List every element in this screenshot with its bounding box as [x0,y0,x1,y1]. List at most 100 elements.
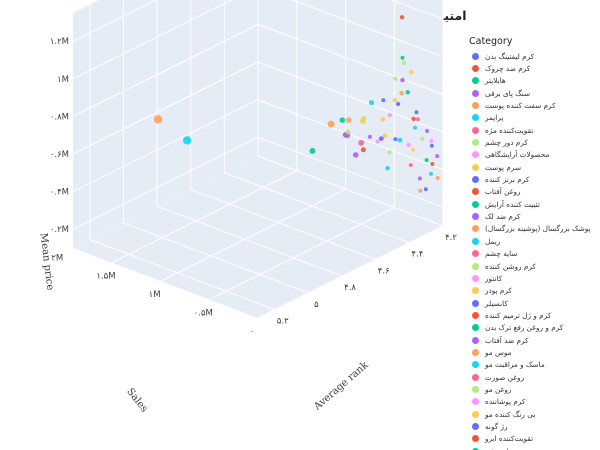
legend-item[interactable]: کرم روشن کننده [468,260,600,272]
legend-item[interactable]: تقویت‌کننده مژه [468,124,600,136]
legend-item[interactable]: تثبیت کننده آرایش [468,198,600,210]
data-point[interactable] [413,125,418,130]
data-point[interactable] [397,137,403,143]
data-point[interactable] [429,143,434,148]
legend-label: ریمل [485,236,501,246]
data-point[interactable] [435,154,440,159]
data-point[interactable] [399,15,405,20]
legend-item[interactable]: کرم سفت کننده پوست [468,99,600,111]
data-point[interactable] [339,117,346,123]
legend-item[interactable]: روغن مو [468,383,600,395]
legend-item[interactable]: کانسیلر [468,297,600,309]
data-point[interactable] [409,69,414,75]
legend-item[interactable]: روغن آفتاب [468,186,600,198]
data-point[interactable] [393,76,398,81]
legend-item[interactable]: کرم پودر [468,285,600,297]
data-point[interactable] [385,165,390,171]
data-point[interactable] [401,60,407,66]
data-point[interactable] [345,129,351,135]
data-point[interactable] [417,176,422,181]
data-point[interactable] [395,101,401,107]
data-point[interactable] [309,147,316,154]
legend-item[interactable]: سرم پوست [468,161,600,173]
data-point[interactable] [359,117,366,124]
legend-item[interactable]: کرم و ژل ترمیم کننده [468,309,600,321]
legend-item[interactable]: روغن صورت [468,371,600,383]
data-point[interactable] [352,152,359,158]
data-point[interactable] [399,90,404,96]
data-point[interactable] [380,117,386,122]
legend-swatch [472,262,479,270]
data-point[interactable] [358,139,365,146]
legend-item[interactable]: ریمل [468,235,600,247]
legend-item[interactable]: کانتور [468,272,600,284]
data-point[interactable] [392,98,398,103]
data-point[interactable] [418,188,423,193]
legend-label: سایه چشم [485,249,518,259]
data-point[interactable] [423,187,428,192]
legend-swatch [472,348,479,356]
data-point[interactable] [428,171,433,176]
data-points[interactable] [153,15,440,193]
legend-item[interactable]: سنگ پای برقی [468,87,600,99]
data-point[interactable] [430,161,435,166]
legend-label: مداد چشم [485,447,516,450]
legend-item[interactable]: تقویت‌کننده ابرو [468,433,600,445]
legend-item[interactable]: پوشک بزرگسال (پوشینه بزرگسال) [468,223,600,235]
scene-gridlines [72,0,444,319]
legend-item[interactable]: محصولات آرایشگاهی [468,149,600,161]
data-point[interactable] [408,163,413,168]
data-point[interactable] [406,142,411,148]
z-gridline-back [72,61,259,155]
data-point[interactable] [368,100,374,106]
data-point[interactable] [424,158,429,163]
legend-item[interactable]: کرم ضد لک [468,210,600,222]
legend-item[interactable]: موس مو [468,346,600,358]
data-point[interactable] [327,120,335,128]
data-point[interactable] [415,117,420,122]
data-point[interactable] [367,134,372,139]
data-point[interactable] [381,98,386,103]
x-tick-label: ۴.۸ [344,283,356,293]
data-point[interactable] [182,136,192,145]
data-point[interactable] [360,147,366,153]
data-point[interactable] [425,129,430,134]
data-point[interactable] [378,136,384,142]
legend-item[interactable]: کرم دور چشم [468,136,600,148]
data-point[interactable] [405,90,410,95]
data-point[interactable] [400,77,405,83]
data-point[interactable] [387,112,393,118]
x-gridline-floor [156,205,343,277]
data-point[interactable] [411,116,416,122]
x-tick-label: ۴.۶ [378,266,390,276]
data-point[interactable] [429,139,434,144]
data-point[interactable] [400,55,405,60]
data-point[interactable] [375,139,380,144]
data-point[interactable] [346,117,352,123]
legend-item[interactable]: کرم و روغن رفع ترک بدن [468,322,600,334]
legend-item[interactable]: سایه چشم [468,248,600,260]
legend-item[interactable]: پرایمر [468,112,600,124]
legend-item[interactable]: بی رنگ کننده مو [468,408,600,420]
data-point[interactable] [382,133,388,139]
legend-swatch [472,274,479,282]
legend-item[interactable]: کرم لیفتینگ بدن [468,50,600,62]
data-point[interactable] [153,115,163,124]
legend-item[interactable]: کرم ضد چروک [468,62,600,74]
data-point[interactable] [420,136,425,141]
legend-item[interactable]: کرم ضد آفتاب [468,334,600,346]
data-point[interactable] [411,147,416,152]
legend-item[interactable]: مداد چشم [468,445,600,450]
data-point[interactable] [393,137,398,142]
data-point[interactable] [387,150,392,155]
y-tick-label: ۲M [51,253,63,263]
legend-item[interactable]: ماسک و مراقبت مو [468,359,600,371]
data-point[interactable] [414,110,419,115]
legend-item[interactable]: هایلایتر [468,75,600,87]
legend-item[interactable]: رژ گونه [468,420,600,432]
data-point[interactable] [435,176,440,181]
legend-item[interactable]: کرم برنز کننده [468,173,600,185]
legend-swatch [472,151,479,159]
legend-item[interactable]: کرم پوشاننده [468,396,600,408]
